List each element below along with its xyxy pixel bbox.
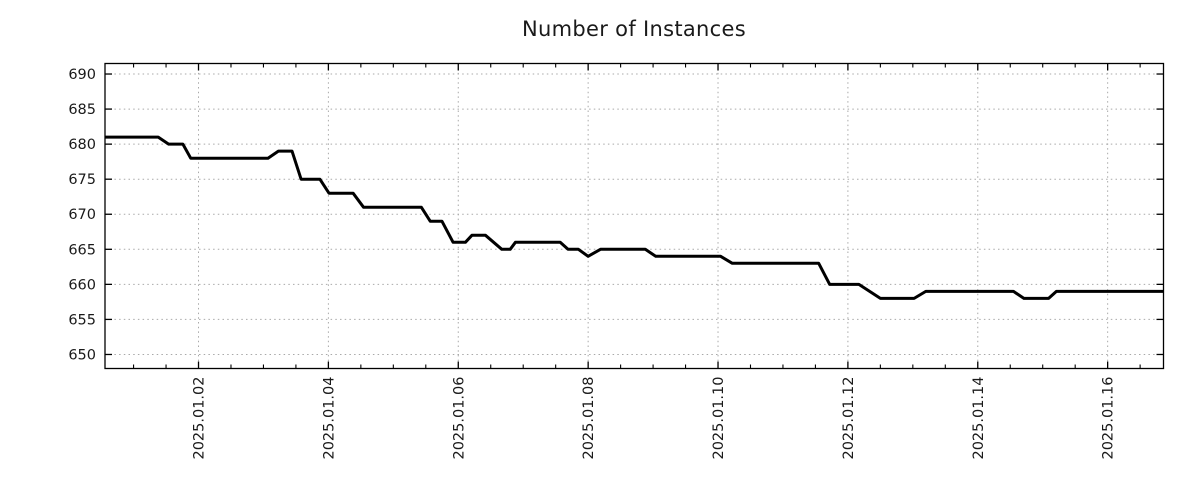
y-tick-label: 660 [68, 277, 96, 293]
x-tick-label: 2025.01.02 [192, 377, 208, 460]
y-tick-label: 670 [68, 207, 96, 223]
x-tick-label: 2025.01.12 [841, 377, 857, 460]
y-tick-label: 690 [68, 67, 96, 83]
x-tick-label: 2025.01.08 [581, 377, 597, 460]
y-tick-label: 675 [68, 172, 96, 188]
x-tick-label: 2025.01.04 [321, 377, 337, 460]
y-tick-label: 685 [68, 102, 96, 118]
chart-title: Number of Instances [522, 17, 746, 41]
x-tick-label: 2025.01.14 [971, 377, 987, 460]
x-tick-label: 2025.01.06 [451, 377, 467, 460]
plot-border [104, 62, 1165, 370]
y-tick-label: 655 [68, 312, 96, 328]
x-tick-label: 2025.01.16 [1101, 377, 1117, 460]
y-tick-label: 650 [68, 347, 96, 363]
data-line-instances [105, 135, 1164, 300]
x-tick-label: 2025.01.10 [711, 377, 727, 460]
y-tick-label: 680 [68, 137, 96, 153]
y-tick-label: 665 [68, 242, 96, 258]
